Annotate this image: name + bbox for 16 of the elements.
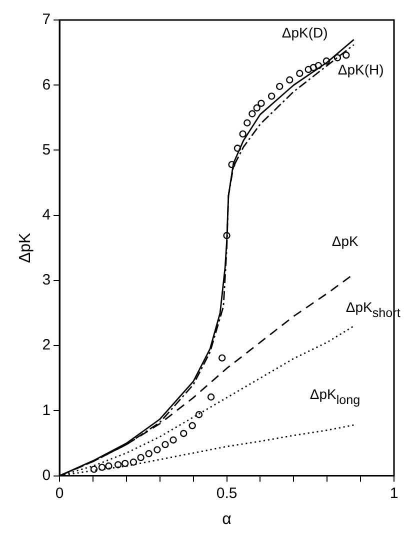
y-tick-label: 5 (42, 141, 51, 158)
y-tick-label: 7 (42, 11, 51, 28)
y-tick-label: 3 (42, 272, 51, 289)
series-label: ΔpK(H) (338, 62, 384, 78)
y-tick-label: 2 (42, 336, 51, 354)
x-tick-label: 0.5 (216, 484, 238, 502)
series-label: ΔpK (332, 232, 360, 249)
y-tick-label: 0 (42, 466, 51, 484)
y-tick-label: 4 (42, 206, 51, 224)
y-tick-label: 6 (42, 76, 51, 94)
x-tick-label: 0 (55, 484, 64, 502)
series-label: ΔpK(D) (282, 24, 328, 41)
y-axis-title: ΔpK (17, 232, 34, 264)
x-axis-title: α (222, 510, 232, 528)
y-tick-label: 1 (42, 402, 51, 419)
x-tick-label: 1 (390, 484, 398, 502)
